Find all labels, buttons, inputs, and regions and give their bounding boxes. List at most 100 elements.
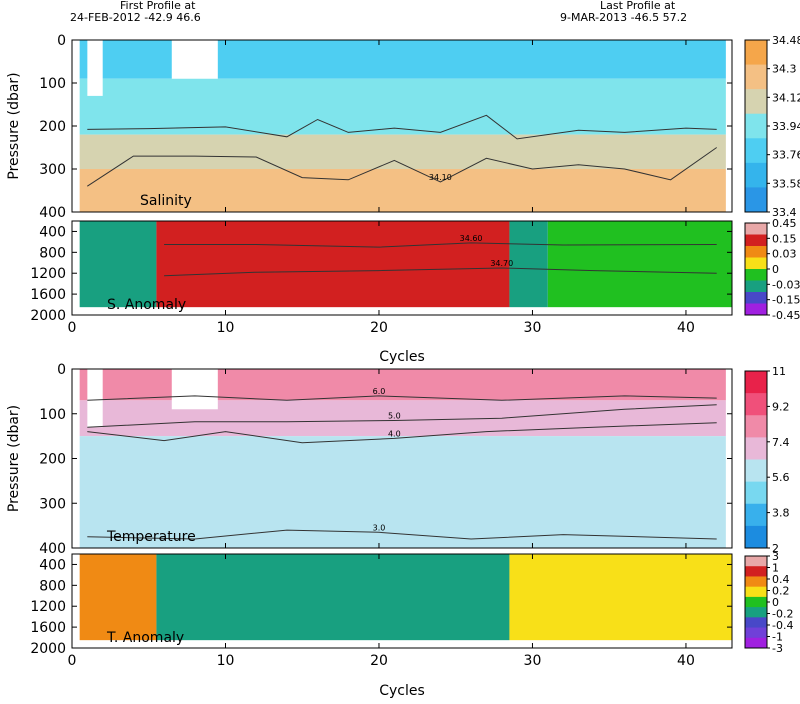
anomaly-column [79,554,157,641]
colorbar-label: 0.4 [772,573,790,586]
colorbar-swatch [745,503,767,527]
contour-line [87,529,717,540]
y-tick-label: 0 [57,362,66,378]
plot-area [72,554,732,648]
colorbar: 11 9.2 7.4 5.6 3.8 2 [744,365,790,555]
colorbar-label: 5.6 [772,471,790,484]
plot-area: 6.0 5.0 4.0 3.0 [72,369,732,548]
contour-line [87,114,717,140]
colorbar-label: 3 [772,550,779,563]
y-tick-label: 1600 [30,620,66,636]
y-tick-label: 200 [39,452,66,468]
colorbar-swatch [745,40,767,66]
contour-label: 6.0 [373,387,386,396]
x-tick-label: 40 [677,653,695,669]
colorbar-swatch [745,607,767,618]
y-tick-label: 1200 [30,599,66,615]
y-tick-label: 400 [39,205,66,221]
contour-line [164,267,717,277]
y-tick-label: 400 [39,224,66,240]
colorbar-swatch [745,566,767,577]
y-tick-label: 400 [39,541,66,557]
x-tick-label: 40 [677,320,695,336]
colorbar-label: -0.4 [772,619,793,632]
colorbar-swatch [745,187,767,213]
contour-line [87,395,717,401]
anomaly-column [547,221,732,308]
colorbar-label: 0.15 [772,232,797,245]
colorbar: 310.40.20-0.2-0.4-1-3 [744,550,793,655]
field-layer [79,436,726,548]
colorbar-swatch [745,234,767,247]
y-tick-label: 400 [39,557,66,573]
colorbar-swatch [745,596,767,608]
colorbar-swatch [745,64,767,90]
panel-label: S. Anomaly [107,297,186,313]
colorbar-label: -1 [772,631,783,644]
colorbar-label: 9.2 [772,400,790,413]
colorbar-label: 11 [772,365,786,378]
colorbar-label: 33.4 [772,206,797,219]
colorbar-swatch [745,280,767,293]
colorbar-label: -0.45 [772,309,800,322]
colorbar-swatch [745,586,767,598]
panel-label: Temperature [106,529,196,545]
colorbar-swatch [745,246,767,258]
colorbar-label: -3 [772,642,783,655]
colorbar-label: 33.76 [772,149,800,162]
colorbar-label: 7.4 [772,436,790,449]
colorbar-label: -0.2 [772,608,793,621]
contour-label: 5.0 [388,411,401,420]
y-tick-label: 100 [39,407,66,423]
colorbar-swatch [745,481,767,505]
plot-frame [71,220,733,316]
colorbar-label: 1 [772,562,779,575]
x-tick-label: 20 [370,320,388,336]
first-profile-label: First Profile at [120,0,196,12]
contour-line [87,422,717,444]
contour-line [87,147,717,187]
x-tick-label: 0 [68,653,77,669]
y-tick-label: 2000 [30,308,66,324]
field-layer [79,134,726,169]
colorbar-swatch [745,303,767,316]
anomaly-column [156,221,510,308]
colorbar-swatch [745,637,767,649]
first-profile-info: 24-FEB-2012 -42.9 46.6 [70,11,201,24]
colorbar-swatch [745,556,767,567]
anomaly-column [79,221,157,308]
x-tick-label: 30 [524,653,542,669]
colorbar-label: 0 [772,596,779,609]
plot-frame [71,553,733,649]
contour-label: 4.0 [388,429,401,438]
x-tick-label: 20 [370,653,388,669]
colorbar-swatch [745,113,767,139]
contour-label: 34.60 [460,234,483,243]
y-tick-label: 1200 [30,266,66,282]
colorbar-swatch [745,138,767,164]
x-axis-label: Cycles [379,349,425,365]
missing-data [171,369,218,410]
colorbar-swatch [745,437,767,460]
y-axis-label: Pressure (dbar) [6,405,22,512]
colorbar-swatch [745,292,767,304]
x-tick-label: 10 [217,653,235,669]
colorbar-swatch [745,371,767,394]
colorbar-label: -0.03 [772,278,800,291]
y-tick-label: 1600 [30,287,66,303]
field-layer [79,78,726,135]
colorbar-label: 0.03 [772,248,797,261]
colorbar-label: 0 [772,263,779,276]
y-tick-label: 200 [39,119,66,135]
plot-area: 34.10 [72,40,732,212]
colorbar-label: 33.94 [772,120,800,133]
colorbar-label: 0.2 [772,585,790,598]
colorbar-frame [744,370,768,549]
contour-line [164,242,717,248]
panel-label: Salinity [140,193,192,209]
missing-data [171,40,218,79]
last-profile-label: Last Profile at [600,0,676,12]
y-axis-label: Pressure (dbar) [6,72,22,179]
